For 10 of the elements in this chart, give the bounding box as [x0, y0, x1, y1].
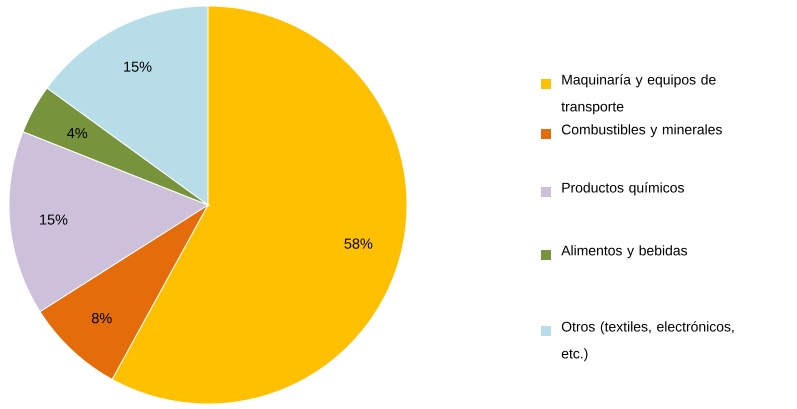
data-label: 15% [124, 62, 152, 72]
data-label: 8% [92, 313, 112, 324]
legend-label: Alimentos y bebidas [561, 245, 688, 258]
legend-label: Maquinaría y equipos de transporte [561, 74, 716, 114]
data-label: 4% [67, 128, 88, 138]
data-label: 58% [344, 238, 372, 249]
data-label: 15% [40, 214, 68, 225]
legend-label: Combustibles y minerales [562, 124, 722, 138]
legend-label: Otros (textiles, electrónicos, etc.) [562, 321, 734, 362]
legend-label: Productos químicos [562, 182, 684, 196]
